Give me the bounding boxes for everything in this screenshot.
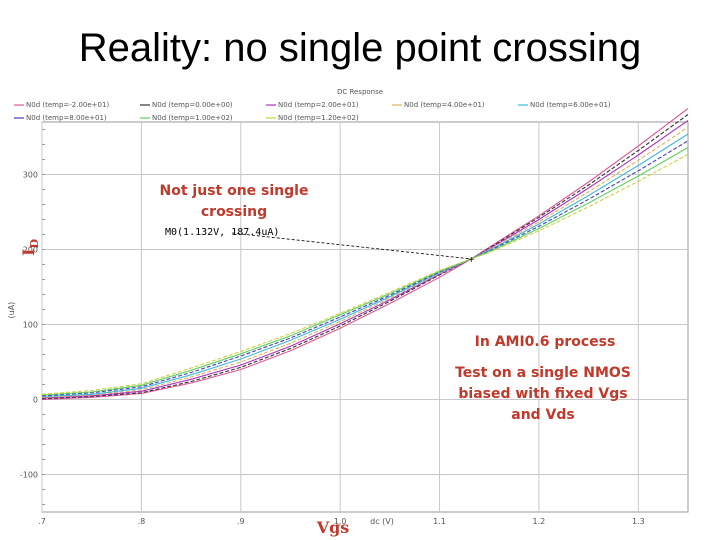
annotation-test-line-2: biased with fixed Vgs (458, 386, 627, 402)
annotation-process: In AMI0.6 process (475, 334, 616, 350)
series-line-3 (41, 126, 689, 398)
legend-entry-0: N0d (temp=-2.00e+01) (26, 101, 109, 109)
legend-entry-6: N0d (temp=1.00e+02) (152, 114, 233, 122)
x-tick-label: 1.3 (632, 517, 645, 526)
series-line-4 (41, 133, 689, 398)
marker-point: + (468, 255, 474, 266)
y-axis-overlay-label: ID (19, 239, 41, 256)
marker-leader-line (231, 232, 472, 260)
y-tick-label: 200 (23, 246, 38, 255)
legend-entry-3: N0d (temp=4.00e+01) (404, 101, 485, 109)
x-axis-unit: dc (V) (370, 517, 394, 526)
annotation-crossing-line-2: crossing (201, 204, 267, 220)
annotations: Not just one single crossing In AMI0.6 pro… (19, 183, 631, 537)
y-tick-label: -100 (20, 471, 38, 480)
y-axis-overlay-main: I (19, 249, 38, 256)
series-line-7 (41, 153, 689, 395)
y-tick-label: 0 (33, 396, 38, 405)
x-tick-label: 1.0 (334, 517, 347, 526)
grid (41, 121, 689, 513)
series-line-5 (41, 140, 689, 397)
legend-entry-4: N0d (temp=6.00e+01) (530, 101, 611, 109)
series-line-1 (41, 114, 689, 400)
marker-group: + M0(1.132V, 187.4uA) (165, 227, 474, 266)
series-line-0 (41, 108, 689, 401)
x-tick-label: .7 (38, 517, 46, 526)
slide-title: Reality: no single point crossing (78, 26, 642, 70)
legend: N0d (temp=-2.00e+01) N0d (temp=0.00e+00) N… (14, 101, 611, 122)
dc-response-chart: DC Response N0d (temp=-2.00e+01) N0d (tem… (0, 80, 720, 540)
y-axis-unit: (uA) (7, 302, 16, 319)
x-tick-label: .8 (138, 517, 146, 526)
legend-entry-7: N0d (temp=1.20e+02) (278, 114, 359, 122)
marker-label: M0(1.132V, 187.4uA) (165, 227, 279, 238)
x-tick-label: .9 (237, 517, 245, 526)
series-line-2 (41, 120, 689, 399)
y-tick-label: 300 (23, 171, 38, 180)
legend-entry-1: N0d (temp=0.00e+00) (152, 101, 233, 109)
annotation-crossing-line-1: Not just one single (160, 183, 309, 199)
series-line-6 (41, 147, 689, 396)
annotation-test-line-3: and Vds (511, 407, 575, 423)
y-tick-label: 100 (23, 321, 38, 330)
x-axis-overlay-label: Vgs (316, 518, 350, 537)
annotation-test-line-1: Test on a single NMOS (455, 365, 631, 381)
legend-entry-5: N0d (temp=8.00e+01) (26, 114, 107, 122)
x-tick-label: 1.2 (533, 517, 546, 526)
x-tick-label: 1.1 (433, 517, 446, 526)
tick-labels: .7 .8 .9 1.0 1.1 1.2 1.3 -100 0 100 200 300 dc (V) (u… (7, 171, 645, 527)
y-axis-overlay-sub: D (28, 239, 41, 249)
chart-title: DC Response (337, 88, 383, 96)
series-lines (41, 108, 689, 401)
legend-entry-2: N0d (temp=2.00e+01) (278, 101, 359, 109)
